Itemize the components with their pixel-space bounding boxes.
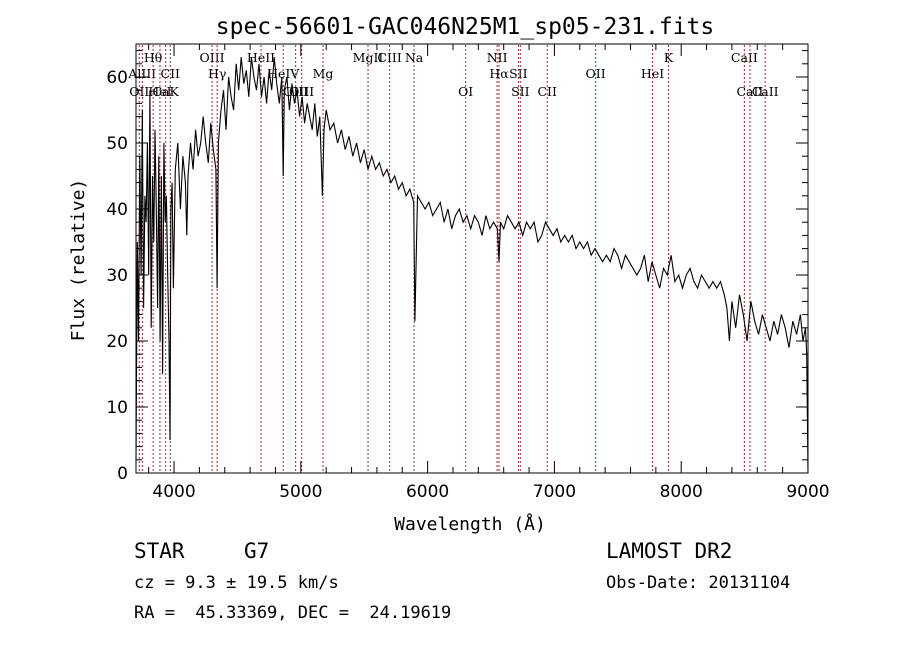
marker-label: CaK: [152, 84, 179, 99]
marker-label: OI: [458, 84, 473, 99]
marker-label: Mg: [313, 66, 334, 81]
marker-label: MgII: [353, 50, 384, 65]
y-tick-label: 40: [106, 200, 128, 220]
marker-label: Na: [405, 50, 424, 65]
y-tick-label: 20: [106, 332, 128, 352]
marker-label: SII: [511, 84, 530, 99]
marker-label: OII: [586, 66, 606, 81]
marker-label: CII: [161, 66, 181, 81]
line-markers: OIIAlIIIHθHeICaKCIIOIIIHγHeIIHeIVOIIIOII…: [127, 45, 779, 473]
spectrum-line: [135, 57, 809, 474]
marker-label: SII: [509, 66, 528, 81]
marker-label: OIII: [200, 50, 225, 65]
object-class: STAR: [134, 539, 185, 563]
marker-label: HeI: [641, 66, 664, 81]
marker-label: OIII: [289, 84, 314, 99]
x-tick-label: 4000: [152, 482, 195, 502]
survey-name: LAMOST DR2: [606, 539, 733, 563]
marker-label: Hα: [489, 66, 509, 81]
x-tick-label: 9000: [786, 482, 829, 502]
marker-label: CaII: [731, 50, 758, 65]
axis-tick-labels: 4000 5000 6000 7000 8000 9000 0 10 20 30 40 50 60: [106, 68, 829, 502]
y-tick-label: 30: [106, 266, 128, 286]
marker-label: Hγ: [208, 66, 226, 81]
marker-label: HeI: [148, 84, 171, 99]
plot-frame: [135, 43, 809, 474]
y-axis-label: Flux (relative): [68, 179, 89, 342]
x-tick-label: 6000: [406, 482, 449, 502]
marker-label: K: [664, 50, 674, 65]
marker-label: NII: [487, 50, 508, 65]
marker-label: AlIII: [127, 66, 156, 81]
chart-title: spec-56601-GAC046N25M1_sp05-231.fits: [216, 14, 715, 40]
marker-label: CaII: [736, 84, 763, 99]
x-axis-label: Wavelength (Å): [394, 513, 546, 535]
x-tick-label: 5000: [279, 482, 322, 502]
marker-label: OII: [129, 84, 149, 99]
marker-label: CaII: [752, 84, 779, 99]
y-tick-label: 10: [106, 398, 128, 418]
observation-date: Obs-Date: 20131104: [606, 573, 791, 593]
marker-label: HeII: [247, 50, 275, 65]
x-tick-label: 7000: [533, 482, 576, 502]
x-tick-label: 8000: [660, 482, 703, 502]
y-tick-label: 50: [106, 134, 128, 154]
redshift-text: cz = 9.3 ± 19.5 km/s: [134, 573, 339, 593]
marker-label: CII: [537, 84, 557, 99]
marker-label: CIII: [377, 50, 401, 65]
y-tick-label: 0: [117, 464, 128, 484]
object-subclass: G7: [244, 539, 270, 563]
marker-label: OIII: [283, 84, 308, 99]
coordinates-text: RA = 45.33369, DEC = 24.19619: [134, 603, 452, 623]
axis-ticks: [136, 44, 809, 474]
marker-label: Hθ: [144, 50, 162, 65]
y-tick-label: 60: [106, 68, 128, 88]
